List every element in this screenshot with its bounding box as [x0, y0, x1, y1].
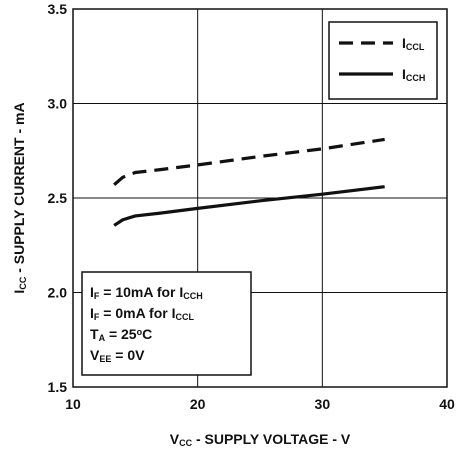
legend-label: ICCH — [402, 66, 425, 83]
condition-line: IF = 10mA for ICCH — [90, 284, 203, 301]
x-tick-label: 20 — [190, 396, 206, 412]
y-tick-label: 3.0 — [48, 96, 68, 112]
x-tick-label: 30 — [315, 396, 331, 412]
series-line-cch — [113, 185, 385, 227]
tick-labels: 10 20 30 40 1.5 2.0 2.5 3.0 3.5 — [48, 1, 455, 412]
y-tick-label: 2.0 — [48, 285, 68, 301]
legend: ICCL ICCH — [328, 21, 438, 100]
condition-line: IF = 0mA for ICCL — [90, 305, 195, 322]
x-tick-label: 40 — [439, 396, 455, 412]
y-tick-label: 3.5 — [48, 1, 68, 17]
series-line-ccl — [113, 137, 385, 186]
x-tick-label: 10 — [65, 396, 81, 412]
y-axis-label: ICC - SUPPLY CURRENT - mA — [11, 102, 28, 293]
conditions-box: IF = 10mA for ICCH IF = 0mA for ICCL TA = … — [81, 271, 252, 376]
legend-box — [328, 21, 438, 100]
series-lines — [113, 137, 385, 227]
y-tick-label: 1.5 — [48, 379, 68, 395]
x-axis-label: VCC - SUPPLY VOLTAGE - V — [170, 431, 351, 448]
plot-frame — [72, 8, 448, 388]
condition-line: VEE = 0V — [90, 347, 145, 364]
legend-label: ICCL — [402, 35, 425, 52]
conditions-frame — [81, 271, 252, 376]
y-tick-label: 2.5 — [48, 190, 68, 206]
condition-line: TA = 25oC — [90, 326, 152, 343]
